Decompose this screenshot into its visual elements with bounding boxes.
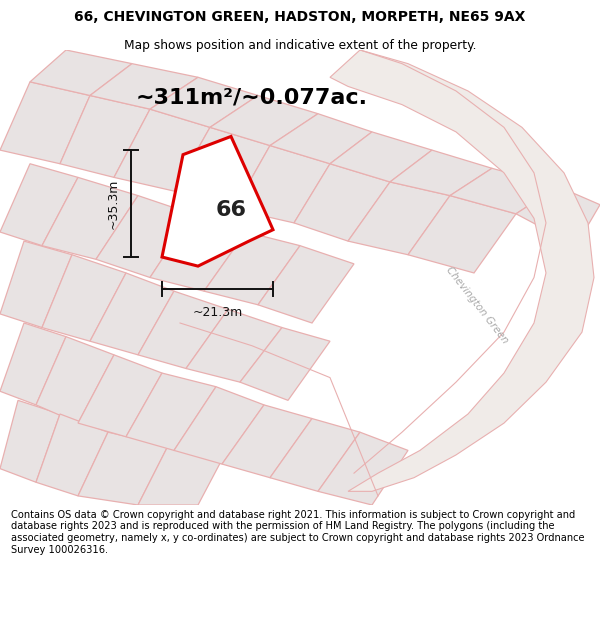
Polygon shape xyxy=(90,273,174,355)
Polygon shape xyxy=(90,64,198,109)
Polygon shape xyxy=(270,419,360,491)
Polygon shape xyxy=(36,337,114,423)
Polygon shape xyxy=(0,164,78,246)
Polygon shape xyxy=(0,323,66,405)
Text: ~311m²/~0.077ac.: ~311m²/~0.077ac. xyxy=(136,88,368,108)
Polygon shape xyxy=(162,136,273,266)
Text: ~35.3m: ~35.3m xyxy=(107,178,120,229)
Polygon shape xyxy=(78,355,162,437)
Polygon shape xyxy=(126,373,216,451)
Polygon shape xyxy=(450,168,558,214)
Polygon shape xyxy=(516,186,600,246)
Polygon shape xyxy=(138,291,228,369)
Polygon shape xyxy=(270,114,372,164)
Polygon shape xyxy=(60,96,150,178)
Polygon shape xyxy=(390,150,492,196)
Polygon shape xyxy=(114,109,210,191)
Polygon shape xyxy=(150,214,246,291)
Polygon shape xyxy=(0,401,60,482)
Text: Chevington Green: Chevington Green xyxy=(444,264,510,345)
Polygon shape xyxy=(96,196,192,278)
Polygon shape xyxy=(294,164,390,241)
Polygon shape xyxy=(42,177,138,259)
Polygon shape xyxy=(186,309,282,382)
Text: 66: 66 xyxy=(215,200,247,220)
Polygon shape xyxy=(222,405,312,478)
Polygon shape xyxy=(330,132,432,182)
Polygon shape xyxy=(78,432,168,505)
Polygon shape xyxy=(240,328,330,401)
Polygon shape xyxy=(174,127,270,209)
Polygon shape xyxy=(258,246,354,323)
Polygon shape xyxy=(204,232,300,305)
Polygon shape xyxy=(348,182,450,255)
Text: 66, CHEVINGTON GREEN, HADSTON, MORPETH, NE65 9AX: 66, CHEVINGTON GREEN, HADSTON, MORPETH, … xyxy=(74,10,526,24)
Polygon shape xyxy=(234,146,330,223)
Polygon shape xyxy=(150,78,258,128)
Polygon shape xyxy=(0,241,72,328)
Text: ~21.3m: ~21.3m xyxy=(193,306,242,319)
Polygon shape xyxy=(42,255,126,341)
Polygon shape xyxy=(30,50,132,96)
Polygon shape xyxy=(318,432,408,505)
Polygon shape xyxy=(174,387,264,464)
Polygon shape xyxy=(0,82,90,164)
Polygon shape xyxy=(36,414,108,496)
Polygon shape xyxy=(210,96,318,146)
Text: Map shows position and indicative extent of the property.: Map shows position and indicative extent… xyxy=(124,39,476,52)
Polygon shape xyxy=(138,446,222,505)
Text: Contains OS data © Crown copyright and database right 2021. This information is : Contains OS data © Crown copyright and d… xyxy=(11,510,584,554)
Polygon shape xyxy=(408,196,516,273)
Polygon shape xyxy=(330,50,594,491)
